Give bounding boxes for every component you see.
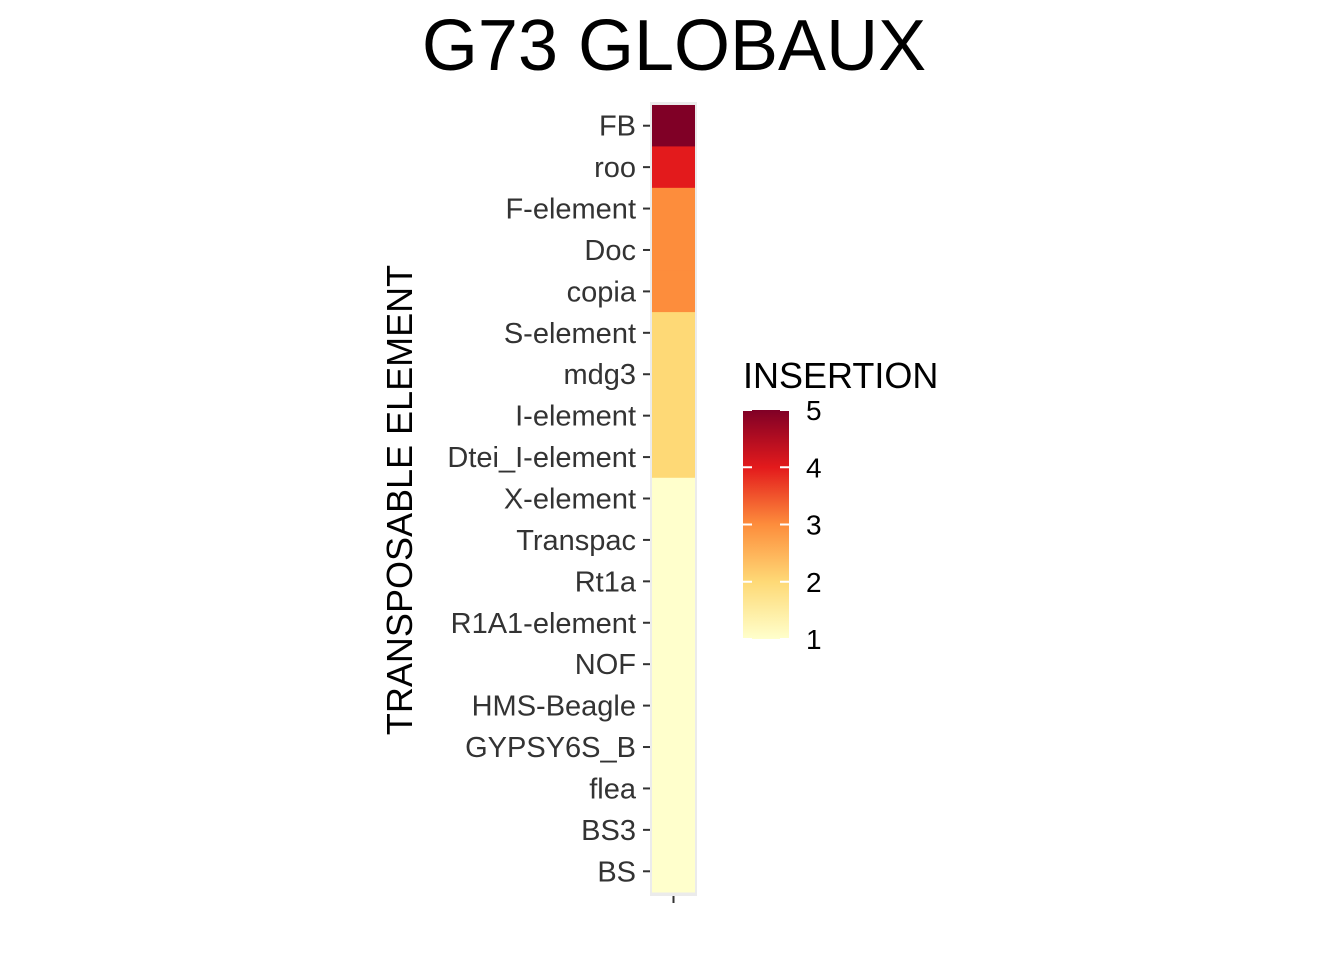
- y-tick-label: roo: [594, 152, 636, 184]
- y-tick-label: BS: [597, 856, 636, 888]
- heatmap-tile: [652, 726, 695, 769]
- y-tick-label: GYPSY6S_B: [465, 732, 636, 764]
- y-tick-label: F-element: [505, 194, 636, 226]
- heatmap-tile: [652, 519, 695, 562]
- y-tick-label: Dtei_I-element: [447, 442, 636, 474]
- heatmap-tile: [652, 394, 695, 437]
- heatmap-tile: [652, 477, 695, 520]
- heatmap-tile: [652, 146, 695, 189]
- legend-tick-label: 4: [806, 452, 822, 483]
- legend-tick-label: 3: [806, 510, 822, 541]
- chart-title: G73 GLOBAUX: [422, 6, 926, 86]
- legend-tick-label: 1: [806, 624, 822, 655]
- heatmap-tile: [652, 684, 695, 727]
- y-tick-label: I-element: [515, 401, 636, 433]
- heatmap-tile: [652, 809, 695, 852]
- heatmap-tile: [652, 767, 695, 810]
- heatmap-tile: [652, 187, 695, 230]
- heatmap-tile: [652, 436, 695, 479]
- y-tick-label: mdg3: [563, 359, 636, 391]
- y-tick-label: R1A1-element: [451, 608, 636, 640]
- y-tick-label: Transpac: [516, 525, 636, 557]
- y-tick-label: S-element: [504, 318, 636, 350]
- heatmap-tile: [652, 602, 695, 644]
- y-tick-label: copia: [567, 276, 637, 308]
- legend-ticks: 5 4 3 2 1: [743, 395, 822, 655]
- y-axis-title: TRANSPOSABLE ELEMENT: [379, 265, 420, 735]
- y-tick-label: Rt1a: [575, 566, 637, 598]
- y-tick-label: NOF: [575, 649, 636, 681]
- heatmap-tile: [652, 560, 695, 603]
- y-tick-label: X-element: [504, 484, 636, 516]
- heatmap-tile: [652, 229, 695, 272]
- y-tick-label: Doc: [584, 235, 636, 267]
- y-tick-label: flea: [589, 773, 637, 805]
- y-tick-label: BS3: [581, 815, 636, 847]
- y-axis-ticks: FB roo F-element Doc copia S-element mdg3 I-ele…: [447, 111, 650, 888]
- heatmap-tile: [652, 105, 695, 147]
- y-tick-label: FB: [599, 111, 636, 143]
- legend-tick-label: 2: [806, 567, 822, 598]
- y-tick-label: HMS-Beagle: [472, 691, 636, 723]
- heatmap-tile: [652, 270, 695, 313]
- legend-tick-label: 5: [806, 395, 822, 426]
- heatmap-tile: [652, 643, 695, 686]
- heatmap-tile: [652, 353, 695, 396]
- heatmap-tile: [652, 850, 695, 893]
- legend-title: INSERTION: [743, 355, 938, 396]
- heatmap-tiles: [652, 105, 695, 893]
- heatmap-tile: [652, 312, 695, 355]
